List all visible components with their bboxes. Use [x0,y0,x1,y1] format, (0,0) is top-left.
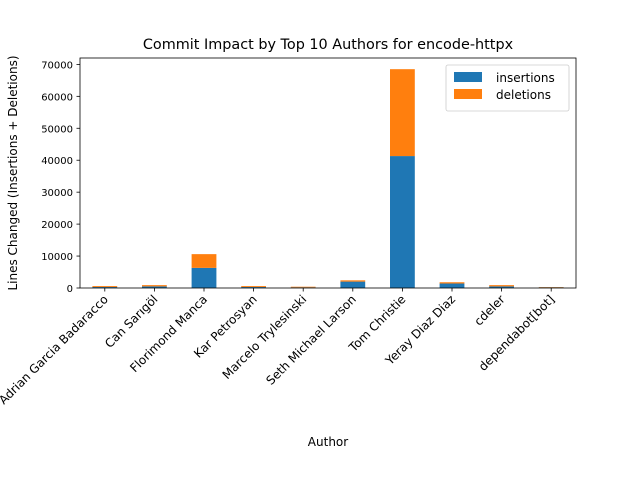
bar-deletions-5 [340,280,366,282]
y-tick-label: 20000 [41,220,73,231]
y-tick-label: 70000 [41,60,73,71]
bar-deletions-2 [191,254,217,268]
chart-title: Commit Impact by Top 10 Authors for enco… [143,37,514,53]
x-tick-label: Adrian Garcia Badaracco [0,292,111,407]
bar-insertions-6 [390,156,415,288]
y-tick-label: 10000 [41,252,73,263]
bar-insertions-5 [340,281,366,288]
bar-insertions-2 [191,267,217,288]
bar-deletions-1 [142,285,167,287]
legend-swatch-deletions [454,89,482,99]
bar-insertions-7 [439,283,465,288]
legend: insertions deletions [445,64,570,112]
legend-swatch-insertions [454,72,482,82]
bar-deletions-7 [439,282,465,284]
bar-deletions-8 [489,285,514,287]
bar-insertions-1 [142,286,167,288]
bar-insertions-3 [241,287,266,288]
y-tick-label: 50000 [41,124,73,135]
bar-deletions-3 [241,286,266,288]
x-tick-label: Marcelo Trylesinski [220,292,310,382]
bar-deletions-0 [92,286,118,288]
x-tick-label: cdeler [471,292,507,328]
y-axis: 0 10000 20000 30000 40000 50000 60000 70000 [41,60,80,295]
legend-label-deletions: deletions [496,88,551,102]
legend-label-insertions: insertions [496,71,555,85]
bar-insertions-0 [92,287,118,288]
y-tick-label: 30000 [41,188,73,199]
y-axis-label: Lines Changed (Insertions + Deletions) [6,55,20,290]
x-tick-label: Seth Michael Larson [263,292,359,388]
y-tick-label: 60000 [41,92,73,103]
y-tick-label: 40000 [41,156,73,167]
x-axis-label: Author [308,435,348,449]
bar-insertions-8 [489,286,514,288]
plot-frame [79,57,577,289]
bars-group [92,69,564,288]
y-tick-label: 0 [67,284,73,295]
bar-deletions-4 [290,286,316,288]
bar-deletions-6 [390,69,415,157]
